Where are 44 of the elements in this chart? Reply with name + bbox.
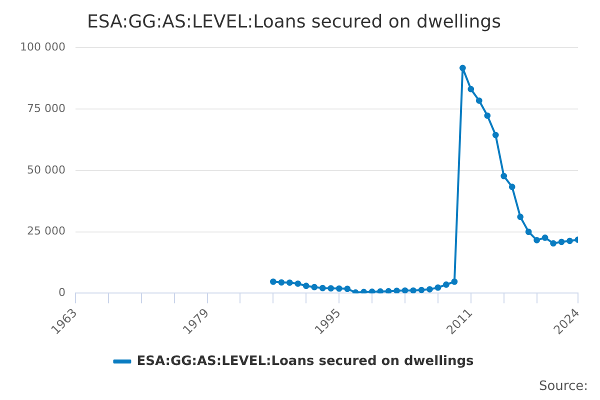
point (302, 282, 310, 290)
point (377, 288, 384, 294)
point (525, 228, 532, 236)
y-tick-label: 0 (58, 286, 66, 300)
point (410, 287, 416, 294)
point (294, 280, 302, 287)
source-note: Source: (538, 379, 588, 394)
y-tick-label: 25 000 (26, 224, 66, 238)
point (534, 236, 540, 244)
point (286, 279, 293, 286)
point (484, 112, 491, 119)
point (270, 278, 276, 285)
point (328, 285, 334, 292)
point (394, 288, 400, 294)
point (434, 284, 442, 291)
point (492, 132, 499, 138)
point (278, 279, 285, 286)
point (476, 97, 482, 104)
y-tick-label: 50 000 (26, 163, 66, 176)
y-tick-label: 100 000 (20, 40, 66, 54)
point (517, 214, 524, 220)
point (360, 288, 368, 294)
point (442, 281, 450, 288)
point (402, 287, 408, 294)
legend-label: ESA:GG:AS:LEVEL:Loans secured on dwellings (136, 354, 474, 369)
point (426, 286, 433, 292)
point (550, 240, 556, 247)
point (558, 238, 565, 246)
point (500, 172, 508, 180)
point (418, 286, 425, 294)
point (459, 64, 466, 72)
point (508, 184, 516, 190)
point (319, 284, 326, 292)
point (336, 285, 342, 292)
point (566, 238, 573, 244)
y-tick-label: 75 000 (26, 102, 66, 115)
point (542, 234, 548, 241)
point (311, 284, 318, 290)
point (468, 86, 474, 92)
point (344, 286, 351, 292)
chart-title: ESA:GG:AS:LEVEL:Loans secured on dwellings (87, 11, 501, 32)
point (385, 288, 392, 294)
point (368, 288, 376, 294)
point (451, 278, 458, 285)
